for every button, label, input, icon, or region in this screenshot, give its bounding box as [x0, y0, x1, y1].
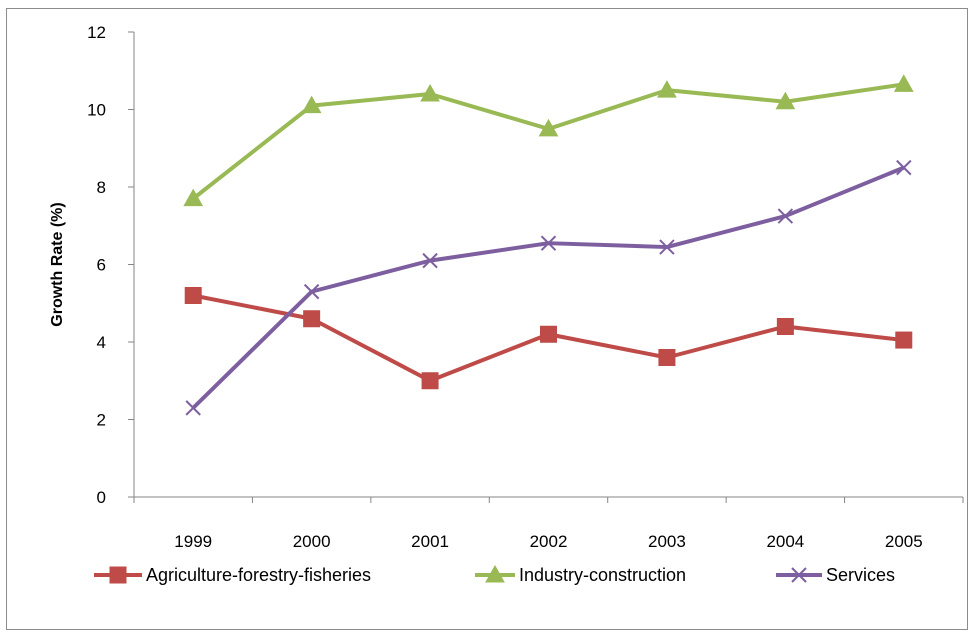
series-agriculture-forestry-fisheries: [184, 287, 913, 390]
legend-marker: [791, 567, 807, 583]
y-tick-label: 8: [97, 178, 106, 197]
data-point: [776, 318, 794, 335]
data-point: [659, 239, 675, 255]
y-tick-label: 6: [97, 256, 106, 275]
y-tick-label: 2: [97, 411, 106, 430]
legend-label: Industry-construction: [519, 565, 686, 585]
data-point: [420, 83, 440, 102]
x-tick-label: 2001: [411, 532, 449, 551]
y-tick-label: 0: [97, 488, 106, 507]
data-point: [893, 74, 914, 92]
legend-entry: Services: [776, 565, 895, 585]
data-point: [775, 91, 796, 110]
data-point: [777, 208, 794, 224]
x-tick-label: 2004: [766, 532, 804, 551]
data-point: [303, 310, 321, 328]
x-tick-label: 1999: [174, 532, 212, 551]
legend-entry: Agriculture-forestry-fisheries: [94, 565, 371, 585]
x-tick-label: 2003: [648, 532, 686, 551]
data-point: [183, 188, 204, 207]
series-services: [185, 159, 912, 416]
series-layer: [183, 74, 914, 416]
x-tick-label: 2000: [293, 532, 331, 551]
data-point: [540, 325, 557, 343]
series-industry-construction: [183, 74, 914, 207]
x-tick-label: 2002: [530, 532, 568, 551]
data-point: [303, 283, 320, 300]
data-point: [895, 331, 913, 349]
legend-label: Agriculture-forestry-fisheries: [146, 565, 371, 585]
data-point: [896, 159, 912, 176]
data-point: [538, 118, 559, 137]
axes: 0 2 4 6 8 10 12 1999 2000 2001 2002 2003 2004 2005 Gro…: [49, 23, 964, 551]
data-point: [301, 95, 322, 114]
data-point: [657, 80, 677, 98]
y-axis-title: Growth Rate (%): [49, 202, 66, 326]
legend-marker: [109, 566, 127, 584]
data-point: [185, 400, 201, 416]
data-point: [184, 287, 202, 304]
data-point: [421, 372, 439, 390]
series-line: [191, 165, 905, 410]
y-tick-label: 10: [87, 101, 106, 120]
legend-entry: Industry-construction: [475, 564, 686, 585]
legend-label: Services: [826, 565, 895, 585]
data-point: [540, 235, 557, 251]
legend-marker: [485, 564, 505, 583]
data-point: [422, 252, 438, 269]
data-point: [658, 349, 676, 366]
x-tick-label: 2005: [885, 532, 923, 551]
series-line: [191, 82, 905, 201]
legend: Agriculture-forestry-fisheries Industry-c…: [94, 564, 895, 585]
y-tick-label: 4: [97, 333, 106, 352]
y-tick-label: 12: [87, 23, 106, 42]
